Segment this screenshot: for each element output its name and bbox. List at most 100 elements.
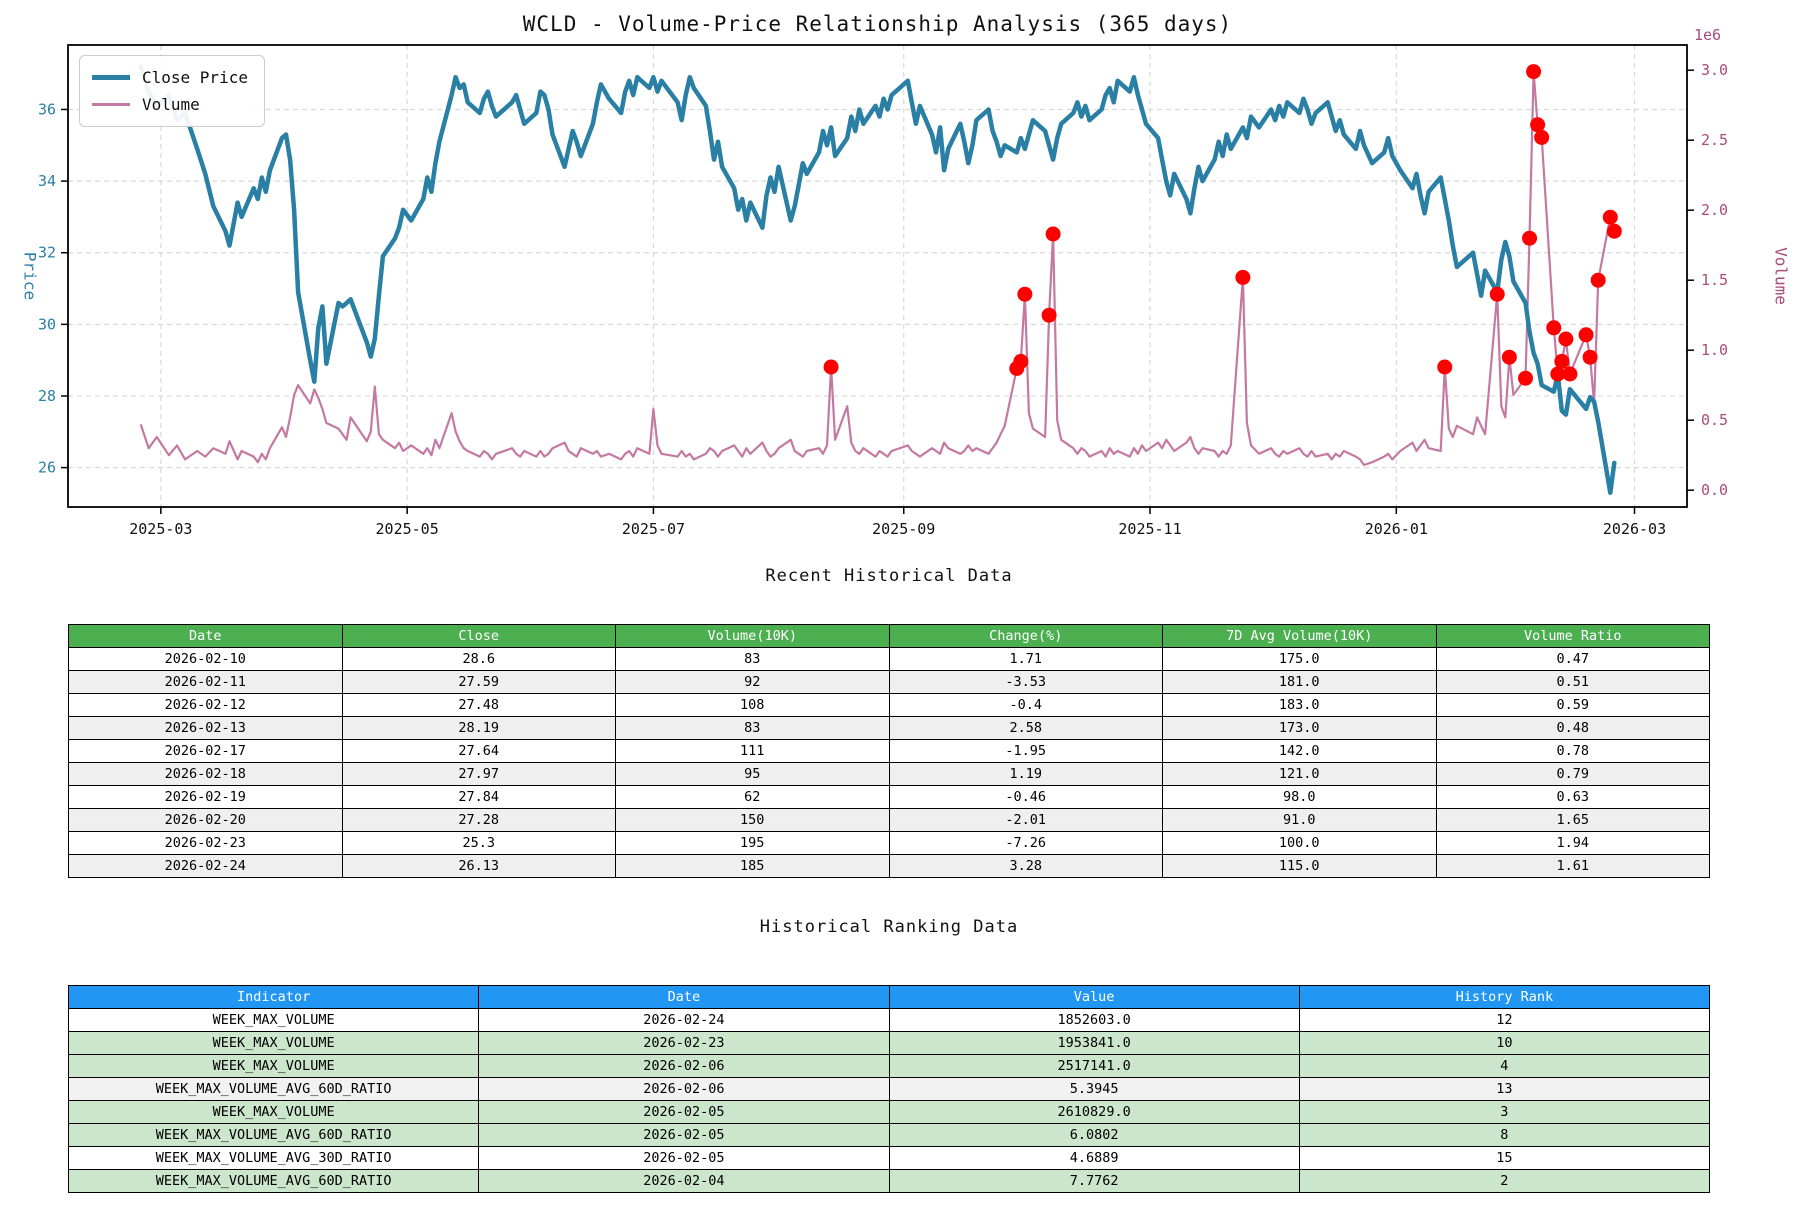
table-cell: 98.0 — [1162, 785, 1437, 809]
plot-frame — [67, 44, 1688, 508]
table-cell: -3.53 — [888, 670, 1163, 694]
volume-spike-marker — [1546, 320, 1562, 336]
table-cell: 7.7762 — [888, 1169, 1300, 1193]
volume-spike-marker — [823, 359, 839, 375]
volume-spike-marker — [1558, 331, 1574, 347]
x-tick-label: 2025-07 — [622, 520, 685, 538]
table-cell: WEEK_MAX_VOLUME — [67, 1054, 480, 1078]
table-cell: 27.97 — [341, 762, 616, 786]
table-cell: 2026-02-04 — [478, 1169, 890, 1193]
table-cell: 2026-02-06 — [478, 1077, 890, 1101]
table-row: WEEK_MAX_VOLUME_AVG_60D_RATIO 2026-02-06 5… — [67, 1077, 1711, 1101]
legend-label: Close Price — [142, 68, 248, 87]
table-cell: 4 — [1298, 1054, 1711, 1078]
table-cell: 2026-02-18 — [68, 762, 343, 786]
volume-spike-marker — [1489, 286, 1505, 302]
column-header: 7D Avg Volume(10K) — [1162, 624, 1437, 648]
table-cell: 183.0 — [1162, 693, 1437, 717]
table-header-row: Date Close Volume(10K) Change(%) 7D Avg Volu… — [68, 624, 1710, 648]
table-cell: 2026-02-23 — [478, 1031, 890, 1055]
table-cell: 2026-02-05 — [478, 1146, 890, 1170]
x-tick-label: 2025-03 — [129, 520, 192, 538]
volume-spike-marker — [1582, 349, 1598, 365]
table-row: 2026-02-24 26.13 185 3.28 115.0 1.61 — [68, 854, 1710, 878]
legend-item-close-price: Close Price — [92, 64, 248, 91]
table-row: 2026-02-11 27.59 92 -3.53 181.0 0.51 — [68, 670, 1710, 694]
table-cell: 5.3945 — [888, 1077, 1300, 1101]
column-header: Volume Ratio — [1435, 624, 1710, 648]
volume-spike-marker — [1554, 353, 1570, 369]
table-cell: 15 — [1298, 1146, 1711, 1170]
table-cell: -0.46 — [888, 785, 1163, 809]
table-cell: 108 — [615, 693, 890, 717]
table-cell: 185 — [615, 854, 890, 878]
table-cell: 25.3 — [341, 831, 616, 855]
price-axis-label: Price — [20, 251, 40, 301]
table-row: WEEK_MAX_VOLUME_AVG_30D_RATIO 2026-02-05 4… — [67, 1146, 1711, 1170]
table-cell: 27.64 — [341, 739, 616, 763]
legend-label: Volume — [142, 95, 200, 114]
volume-tick-label: 0.0 — [1701, 481, 1728, 499]
volume-spike-marker — [1518, 370, 1534, 386]
close-price-line-swatch — [92, 75, 130, 80]
table-row: 2026-02-17 27.64 111 -1.95 142.0 0.78 — [68, 739, 1710, 763]
column-header: Value — [888, 985, 1300, 1009]
table-header-row: Indicator Date Value History Rank — [67, 985, 1711, 1009]
table-cell: 1.71 — [888, 647, 1163, 671]
column-header: Indicator — [67, 985, 480, 1009]
table-cell: 83 — [615, 716, 890, 740]
volume-line — [139, 70, 1616, 467]
table-row: WEEK_MAX_VOLUME_AVG_60D_RATIO 2026-02-05 6… — [67, 1123, 1711, 1147]
table-row: WEEK_MAX_VOLUME 2026-02-24 1852603.0 12 — [67, 1008, 1711, 1032]
x-tick-label: 2026-01 — [1365, 520, 1428, 538]
table-cell: 10 — [1298, 1031, 1711, 1055]
volume-price-chart: 2025-03 2025-05 2025-07 2025-09 2025-11 2026-… — [38, 44, 1728, 538]
x-tick-label: 2025-05 — [376, 520, 439, 538]
column-header: Date — [478, 985, 890, 1009]
table-row: WEEK_MAX_VOLUME 2026-02-05 2610829.0 3 — [67, 1100, 1711, 1124]
table-cell: 83 — [615, 647, 890, 671]
table-cell: 1.94 — [1435, 831, 1710, 855]
table-cell: 62 — [615, 785, 890, 809]
table-cell: WEEK_MAX_VOLUME_AVG_60D_RATIO — [67, 1077, 480, 1101]
table-cell: 2026-02-20 — [68, 808, 343, 832]
table-cell: 3 — [1298, 1100, 1711, 1124]
table-cell: 195 — [615, 831, 890, 855]
volume-spike-marker — [1562, 366, 1578, 382]
price-tick-label: 28 — [38, 387, 56, 405]
recent-data-title: Recent Historical Data — [765, 566, 1013, 586]
table-cell: 3.28 — [888, 854, 1163, 878]
table-cell: 27.59 — [341, 670, 616, 694]
volume-spike-marker — [1530, 117, 1546, 133]
price-tick-label: 26 — [38, 459, 56, 477]
volume-axis-label: Volume — [1771, 247, 1791, 305]
table-cell: 0.63 — [1435, 785, 1710, 809]
close-price-line — [138, 64, 1617, 495]
table-cell: 1.61 — [1435, 854, 1710, 878]
price-tick-label: 36 — [38, 100, 56, 118]
table-cell: 175.0 — [1162, 647, 1437, 671]
volume-tick-label: 2.0 — [1701, 201, 1728, 219]
recent-data-table: Date Close Volume(10K) Change(%) 7D Avg Volu… — [68, 624, 1710, 878]
table-cell: 181.0 — [1162, 670, 1437, 694]
volume-spike-marker — [1522, 230, 1538, 246]
volume-line-swatch — [92, 103, 130, 106]
table-cell: 2610829.0 — [888, 1100, 1300, 1124]
table-cell: WEEK_MAX_VOLUME — [67, 1008, 480, 1032]
volume-spike-marker — [1501, 349, 1517, 365]
table-row: 2026-02-10 28.6 83 1.71 175.0 0.47 — [68, 647, 1710, 671]
table-cell: 91.0 — [1162, 808, 1437, 832]
volume-spike-marker — [1041, 307, 1057, 323]
table-cell: 27.84 — [341, 785, 616, 809]
volume-spike-marker — [1045, 226, 1061, 242]
table-cell: 2.58 — [888, 716, 1163, 740]
table-cell: 2026-02-23 — [68, 831, 343, 855]
table-cell: 100.0 — [1162, 831, 1437, 855]
volume-spike-marker — [1534, 129, 1550, 145]
table-cell: WEEK_MAX_VOLUME_AVG_60D_RATIO — [67, 1169, 480, 1193]
table-cell: -1.95 — [888, 739, 1163, 763]
table-row: 2026-02-12 27.48 108 -0.4 183.0 0.59 — [68, 693, 1710, 717]
column-header: Change(%) — [888, 624, 1163, 648]
table-cell: 2026-02-24 — [478, 1008, 890, 1032]
